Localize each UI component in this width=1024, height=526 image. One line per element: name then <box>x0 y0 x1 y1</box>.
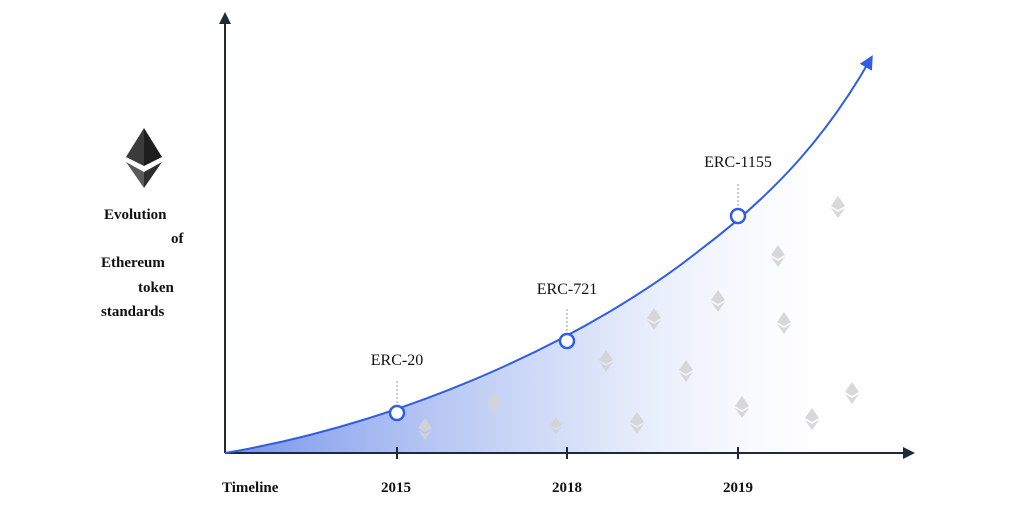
x-tick-label-2015: 2015 <box>381 480 411 496</box>
point-label-erc-1155: ERC-1155 <box>704 154 772 171</box>
ethereum-logo-icon <box>126 128 162 188</box>
x-axis-label: Timeline <box>222 480 279 496</box>
x-axis-arrow <box>903 447 915 459</box>
point-marker-erc-20 <box>388 404 406 422</box>
x-tick-label-2018: 2018 <box>552 480 582 496</box>
y-axis-label-line-1: Evolution <box>104 207 167 223</box>
point-marker-erc-1155 <box>729 207 747 225</box>
point-markers <box>388 207 747 422</box>
growth-curve <box>224 55 873 454</box>
point-label-erc-20: ERC-20 <box>370 352 424 369</box>
y-axis-label-line-5: standards <box>101 304 165 320</box>
x-ticks <box>396 447 739 459</box>
y-axis-label-line-4: token <box>138 280 174 296</box>
background-ethereum-icons <box>418 196 859 440</box>
y-axis-arrow <box>219 12 231 24</box>
y-axis-label-line-2: of <box>171 231 184 247</box>
point-label-erc-721: ERC-721 <box>536 281 598 298</box>
x-tick-label-2019: 2019 <box>723 480 753 496</box>
area-fill <box>225 55 875 453</box>
point-marker-erc-721 <box>558 332 576 350</box>
y-axis-label-line-3: Ethereum <box>101 255 165 271</box>
